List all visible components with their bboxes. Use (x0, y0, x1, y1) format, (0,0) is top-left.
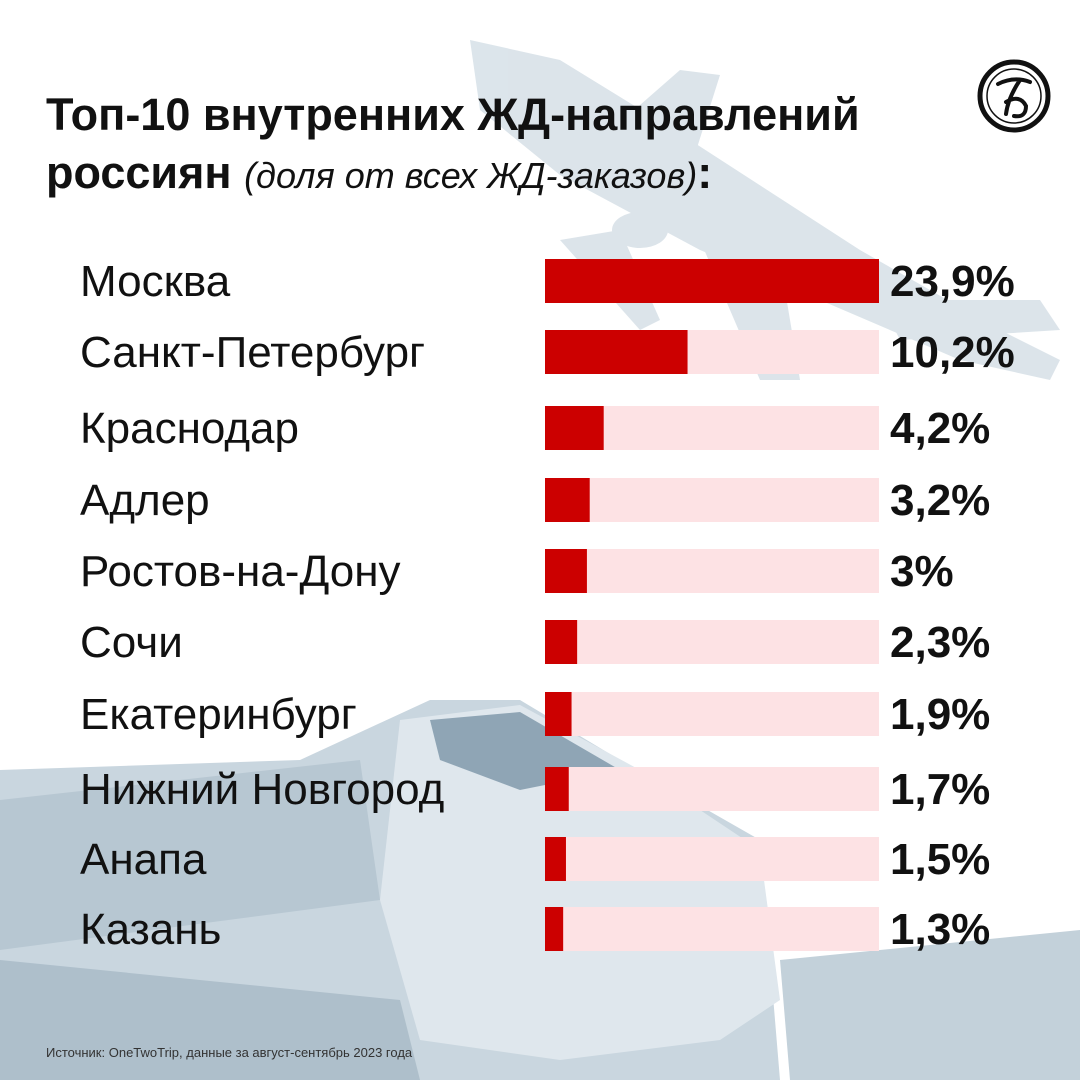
bar-track (545, 837, 879, 881)
chart-title: Топ-10 внутренних ЖД-направлений россиян… (46, 86, 946, 205)
value-label: 3,2% (890, 476, 990, 525)
bar (545, 330, 688, 374)
title-colon: : (697, 147, 713, 198)
bar (545, 406, 604, 450)
bar-track (545, 767, 879, 811)
chart-subtitle: (доля от всех ЖД-заказов) (244, 155, 698, 196)
category-label: Краснодар (80, 404, 299, 453)
bar-track (545, 478, 879, 522)
bar-track (545, 620, 879, 664)
bar (545, 837, 566, 881)
bar (545, 549, 587, 593)
bar-track (545, 907, 879, 951)
bar (545, 692, 572, 736)
bar (545, 907, 564, 951)
value-label: 1,9% (890, 690, 990, 739)
value-label: 3% (890, 547, 954, 596)
category-label: Санкт-Петербург (80, 328, 425, 377)
category-label: Казань (80, 905, 221, 954)
category-label: Анапа (80, 835, 207, 884)
value-label: 1,5% (890, 835, 990, 884)
value-label: 1,7% (890, 765, 990, 814)
chart-title-main: Топ-10 внутренних ЖД-направлений россиян (46, 89, 860, 198)
category-label: Екатеринбург (80, 690, 357, 739)
category-label: Адлер (80, 476, 210, 525)
value-label: 2,3% (890, 618, 990, 667)
bar (545, 478, 590, 522)
bar (545, 767, 569, 811)
newspaper-monogram-logo-icon (977, 59, 1051, 133)
value-label: 10,2% (890, 328, 1015, 377)
category-label: Ростов-на-Дону (80, 547, 401, 596)
category-label: Нижний Новгород (80, 765, 444, 814)
value-label: 4,2% (890, 404, 990, 453)
bar (545, 620, 578, 664)
bar-track (545, 692, 879, 736)
value-label: 23,9% (890, 257, 1015, 306)
category-label: Сочи (80, 618, 183, 667)
source-note: Источник: OneTwoTrip, данные за август-с… (46, 1045, 413, 1060)
bar (545, 259, 879, 303)
value-label: 1,3% (890, 905, 990, 954)
category-label: Москва (80, 257, 231, 306)
bar-track (545, 549, 879, 593)
